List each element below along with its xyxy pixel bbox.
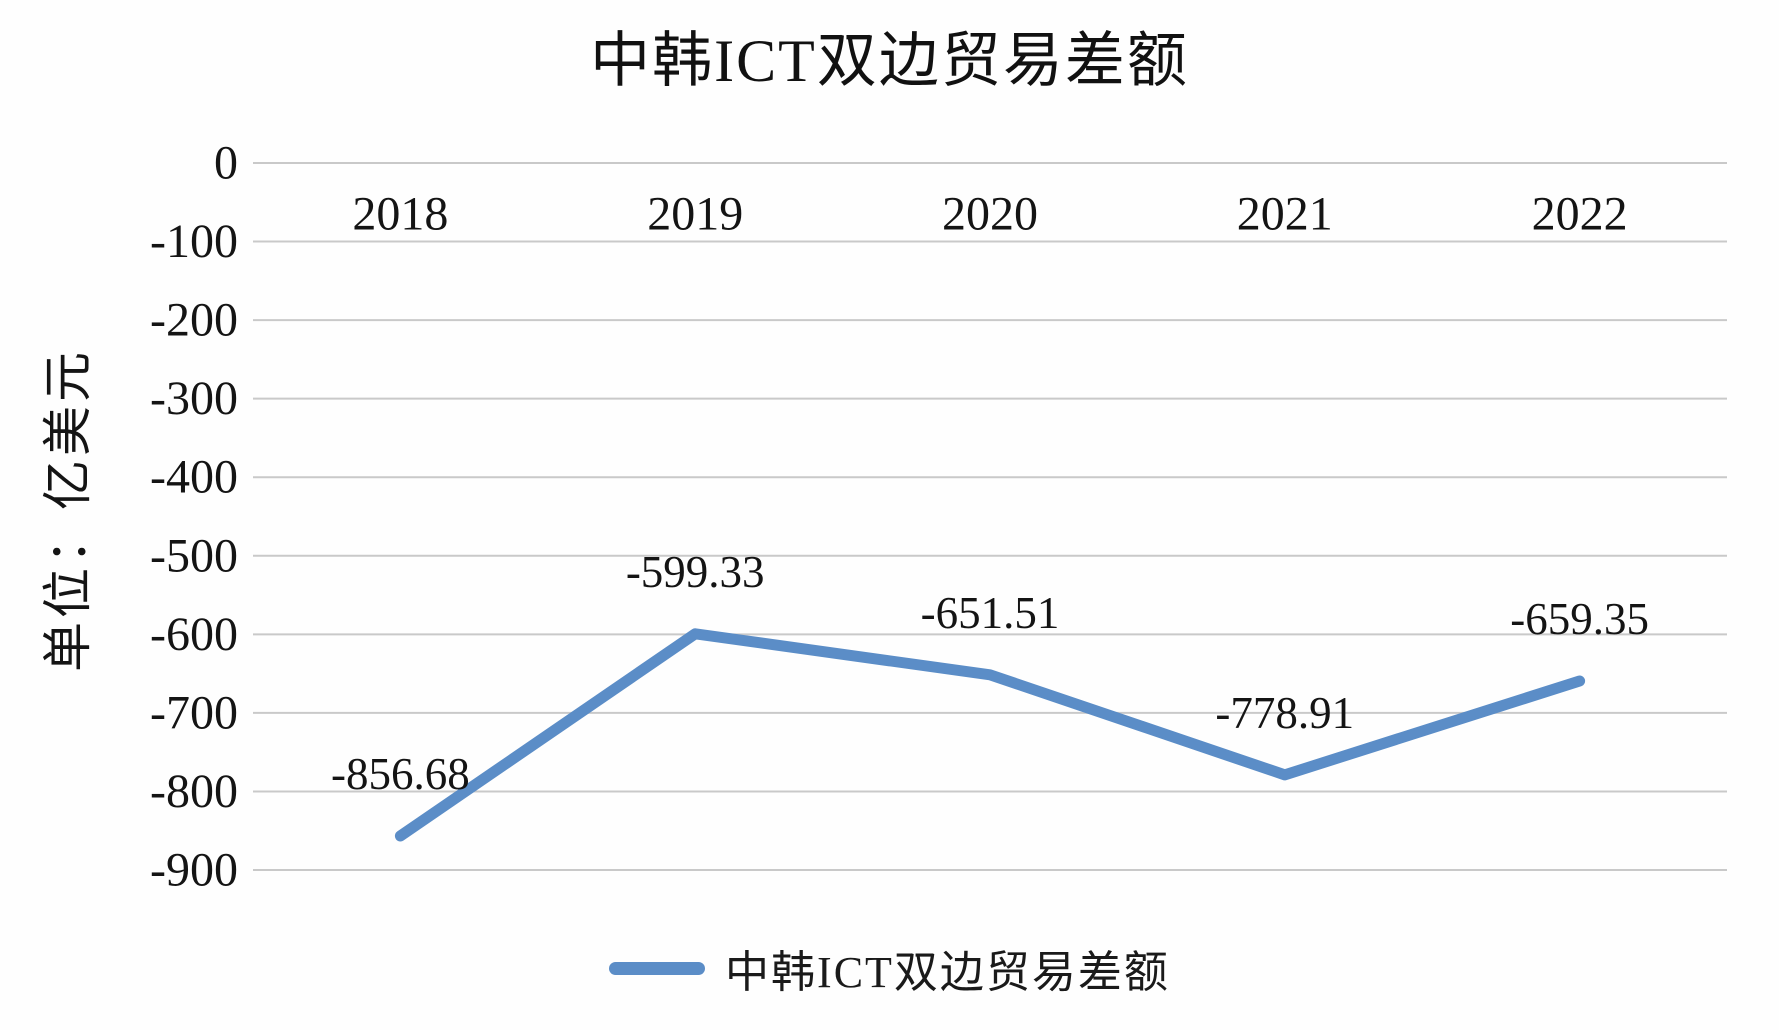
- data-label: -778.91: [1215, 688, 1354, 738]
- legend-line-swatch: [609, 961, 706, 975]
- x-tick-label: 2020: [942, 188, 1038, 241]
- y-tick-label: -900: [150, 844, 238, 897]
- x-tick-label: 2019: [647, 188, 743, 241]
- x-tick-label: 2022: [1532, 188, 1628, 241]
- y-tick-label: -600: [150, 608, 238, 661]
- data-label: -659.35: [1510, 594, 1649, 644]
- y-tick-label: -100: [150, 215, 238, 268]
- y-tick-label: -200: [150, 294, 238, 347]
- y-tick-label: -700: [150, 686, 238, 739]
- data-label: -599.33: [626, 547, 765, 597]
- chart-title: 中韩ICT双边贸易差额: [590, 28, 1189, 94]
- y-tick-label: -500: [150, 529, 238, 582]
- x-tick-label: 2021: [1237, 188, 1333, 241]
- y-tick-label: 0: [214, 137, 238, 190]
- legend: 中韩ICT双边贸易差额: [0, 936, 1779, 1000]
- data-label: -856.68: [331, 749, 470, 799]
- legend-label: 中韩ICT双边贸易差额: [725, 948, 1170, 997]
- series-line: [394, 628, 1586, 842]
- x-tick-label: 2018: [352, 188, 448, 241]
- y-tick-label: -800: [150, 765, 238, 818]
- data-label: -651.51: [921, 588, 1060, 638]
- y-tick-label: -300: [150, 372, 238, 425]
- y-tick-label: -400: [150, 451, 238, 504]
